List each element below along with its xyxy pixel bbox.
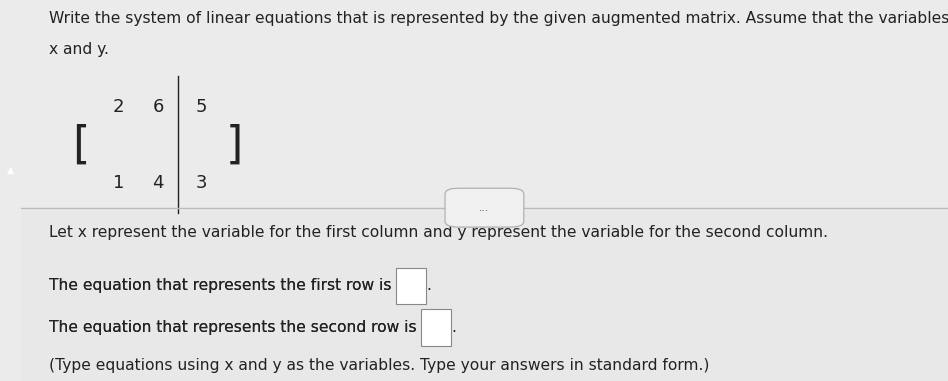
Bar (21, 211, 948, 381)
Text: 2: 2 (113, 98, 124, 116)
Text: 1: 1 (113, 174, 124, 192)
FancyBboxPatch shape (421, 309, 451, 346)
Text: .: . (452, 320, 457, 335)
Text: ...: ... (480, 203, 489, 213)
Text: 3: 3 (196, 174, 208, 192)
FancyBboxPatch shape (445, 188, 524, 227)
Text: The equation that represents the second row is: The equation that represents the second … (48, 320, 421, 335)
Text: The equation that represents the first row is: The equation that represents the first r… (48, 278, 396, 293)
Text: 4: 4 (153, 174, 164, 192)
Text: ]: ] (226, 123, 243, 166)
FancyBboxPatch shape (396, 267, 426, 304)
Text: ▲: ▲ (7, 165, 14, 174)
Text: 5: 5 (196, 98, 208, 116)
Text: The equation that represents the second row is: The equation that represents the second … (48, 320, 421, 335)
Text: [: [ (72, 123, 90, 166)
Text: Let x represent the variable for the first column and y represent the variable f: Let x represent the variable for the fir… (48, 225, 828, 240)
Text: x and y.: x and y. (48, 42, 108, 57)
Text: 6: 6 (153, 98, 164, 116)
Text: Write the system of linear equations that is represented by the given augmented : Write the system of linear equations tha… (48, 11, 948, 26)
Text: (Type equations using x and y as the variables. Type your answers in standard fo: (Type equations using x and y as the var… (48, 358, 709, 373)
Text: .: . (427, 278, 431, 293)
Text: The equation that represents the first row is: The equation that represents the first r… (48, 278, 396, 293)
